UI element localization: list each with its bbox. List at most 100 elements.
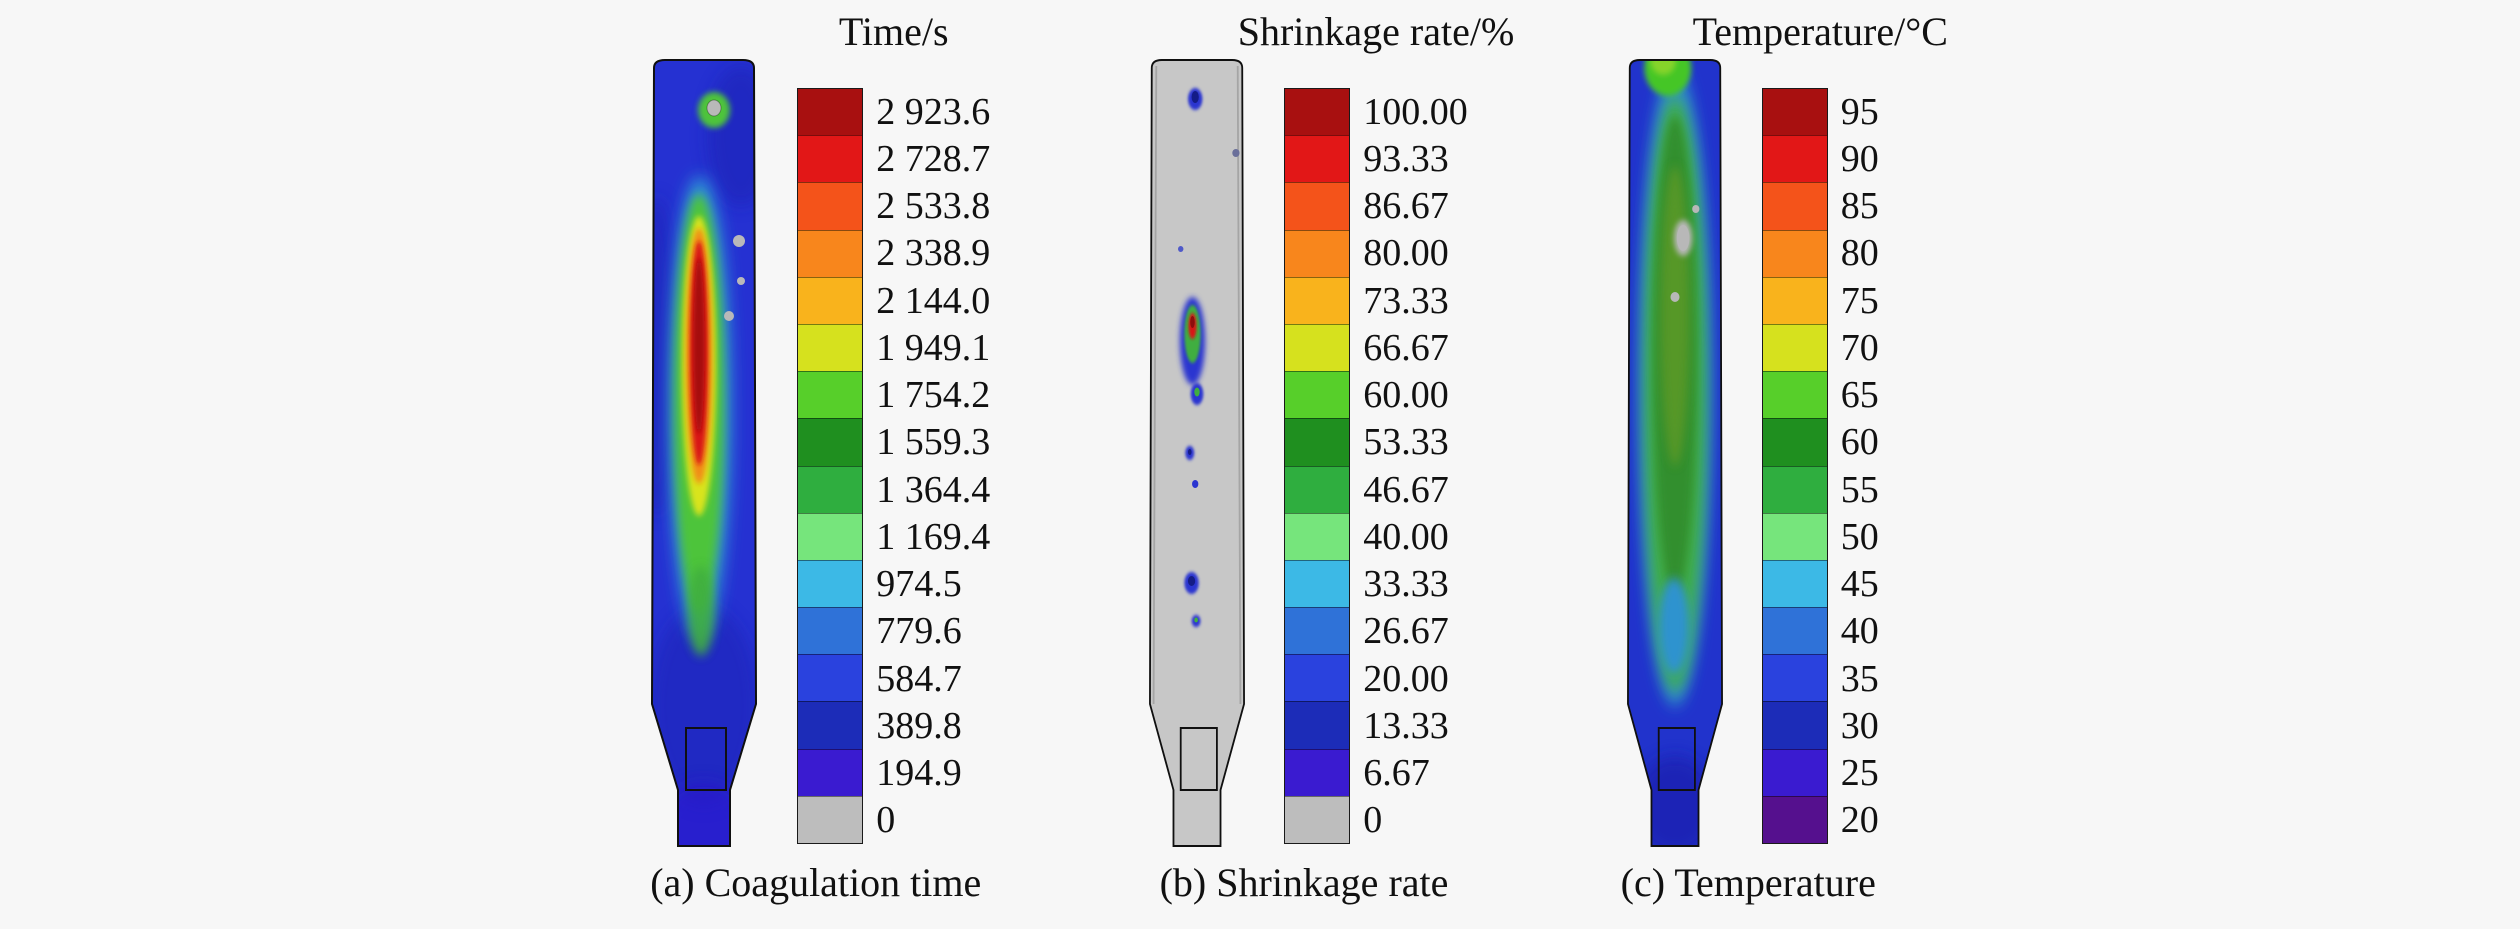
vessel-outline: [1626, 59, 1723, 847]
colorbar-segment: [1762, 748, 1827, 796]
coagulation-contour-field: [652, 60, 757, 846]
colorbar-block-coagulation-time: Time/s 2 923.6 2 728.7 2 533.8 2 338.9 2 144…: [797, 6, 990, 844]
vessel-outline: [651, 59, 758, 847]
colorbar-tick-label: 46.67: [1363, 468, 1449, 511]
colorbar-tick-label: 53.33: [1363, 421, 1449, 464]
inner-wall-lines: [1152, 65, 1242, 705]
colorbar-ticks-temperature: 95 90 85 80 75 70 65 60 55 50 45 40 35 30 25 20: [1841, 88, 1879, 844]
colorbar-tick-label: 60.00: [1363, 374, 1449, 417]
shrinkage-contour-field: [1150, 60, 1245, 846]
contour-plot-temperature: [1626, 59, 1723, 847]
colorbar-tick-label: 13.33: [1363, 704, 1449, 747]
colorbar-tick-label: 33.33: [1363, 563, 1449, 606]
vessel-bottom-notch: [685, 727, 728, 791]
colorbar-tick-label: 100.00: [1363, 90, 1468, 133]
colorbar-segment: [798, 748, 863, 796]
panel-main-coagulation-time: Time/s 2 923.6 2 728.7 2 533.8 2 338.9 2 144…: [641, 6, 990, 849]
colorbar-tick-label: 2 144.0: [876, 279, 991, 322]
colorbar-segment: [1285, 229, 1350, 277]
colorbar-segment: [798, 182, 863, 230]
colorbar-ticks-shrinkage-rate: 100.00 93.33 86.67 80.00 73.33 66.67 60.00 53.3…: [1363, 88, 1468, 844]
colorbar-segment: [1762, 135, 1827, 183]
colorbar-segment: [1762, 418, 1827, 466]
colorbar-segment: [1285, 795, 1350, 843]
colorbar-tick-label: 86.67: [1363, 185, 1449, 228]
colorbar-segment: [1762, 701, 1827, 749]
colorbar-segment: [1762, 512, 1827, 560]
colorbar-tick-label: 95: [1840, 90, 1879, 133]
contour-plot-shrinkage-rate: [1149, 59, 1246, 847]
vessel-outline: [1149, 59, 1246, 847]
panel-caption-coagulation-time: (a) Coagulation time: [650, 860, 982, 905]
colorbar-tick-label: 1 169.4: [876, 515, 991, 558]
colorbar-row: 2 923.6 2 728.7 2 533.8 2 338.9 2 144.0 1 949…: [797, 88, 990, 844]
colorbar-segment: [1762, 559, 1827, 608]
colorbar-block-temperature: Temperature/°C 95 90 85 80 75 70 65 60 55 50 45 40 3…: [1693, 6, 1948, 844]
colorbar-tick-label: 93.33: [1363, 137, 1449, 180]
vessel-bottom-notch: [1657, 727, 1696, 791]
colorbar-segment: [798, 701, 863, 749]
colorbar-segment: [1285, 512, 1350, 560]
colorbar-tick-label: 1 754.2: [876, 374, 991, 417]
colorbar-segment: [1285, 465, 1350, 513]
colorbar-segment: [798, 465, 863, 513]
colorbar-tick-label: 194.9: [876, 752, 962, 795]
colorbar-segment: [1762, 89, 1827, 136]
colorbar-segment: [1285, 748, 1350, 796]
colorbar-tick-label: 50: [1840, 515, 1879, 558]
panel-shrinkage-rate: Shrinkage rate/% 100.00 93.33 86.67 80.00 73…: [1140, 6, 1514, 907]
colorbar-segment: [1762, 465, 1827, 513]
colorbar-segment: [798, 135, 863, 183]
colorbar-coagulation-time: [797, 88, 864, 844]
panel-caption-shrinkage-rate: (b) Shrinkage rate: [1159, 860, 1449, 905]
colorbar-tick-label: 6.67: [1363, 752, 1430, 795]
colorbar-title-temperature: Temperature/°C: [1692, 9, 1948, 54]
colorbar-tick-label: 2 533.8: [876, 185, 991, 228]
colorbar-segment: [1285, 371, 1350, 419]
colorbar-tick-label: 40.00: [1363, 515, 1449, 558]
colorbar-tick-label: 80.00: [1363, 232, 1449, 275]
colorbar-segment: [1762, 371, 1827, 419]
colorbar-segment: [798, 795, 863, 843]
colorbar-segment: [1285, 559, 1350, 608]
colorbar-title-shrinkage-rate: Shrinkage rate/%: [1237, 9, 1515, 54]
colorbar-tick-label: 1 559.3: [876, 421, 991, 464]
colorbar-tick-label: 70: [1840, 326, 1879, 369]
colorbar-tick-label: 35: [1840, 657, 1879, 700]
colorbar-segment: [798, 371, 863, 419]
colorbar-tick-label: 80: [1840, 232, 1879, 275]
colorbar-tick-label: 30: [1840, 704, 1879, 747]
colorbar-tick-label: 2 338.9: [876, 232, 991, 275]
colorbar-tick-label: 55: [1840, 468, 1879, 511]
panel-coagulation-time: Time/s 2 923.6 2 728.7 2 533.8 2 338.9 2 144…: [641, 6, 990, 907]
colorbar-shrinkage-rate: [1284, 88, 1351, 844]
colorbar-tick-label: 1 949.1: [876, 326, 991, 369]
colorbar-tick-label: 45: [1840, 563, 1879, 606]
colorbar-segment: [1285, 654, 1350, 702]
colorbar-temperature: [1761, 88, 1828, 844]
colorbar-segment: [1285, 701, 1350, 749]
colorbar-segment: [798, 418, 863, 466]
colorbar-tick-label: 85: [1840, 185, 1879, 228]
colorbar-segment: [798, 607, 863, 655]
panel-main-shrinkage-rate: Shrinkage rate/% 100.00 93.33 86.67 80.00 73…: [1140, 6, 1514, 849]
colorbar-segment: [1762, 654, 1827, 702]
colorbar-segment: [1762, 795, 1827, 843]
colorbar-tick-label: 90: [1840, 137, 1879, 180]
colorbar-tick-label: 2 923.6: [876, 90, 991, 133]
colorbar-ticks-coagulation-time: 2 923.6 2 728.7 2 533.8 2 338.9 2 144.0 1 949…: [876, 88, 990, 844]
colorbar-tick-label: 0: [1363, 799, 1383, 842]
colorbar-segment: [1762, 276, 1827, 324]
temperature-contour-field: [1627, 60, 1722, 846]
contour-plot-coagulation-time: [651, 59, 758, 847]
colorbar-tick-label: 60: [1840, 421, 1879, 464]
colorbar-segment: [1285, 182, 1350, 230]
colorbar-segment: [798, 323, 863, 372]
colorbar-segment: [798, 654, 863, 702]
colorbar-tick-label: 66.67: [1363, 326, 1449, 369]
colorbar-tick-label: 20: [1840, 799, 1879, 842]
colorbar-tick-label: 20.00: [1363, 657, 1449, 700]
colorbar-segment: [798, 229, 863, 277]
contour-figure: Time/s 2 923.6 2 728.7 2 533.8 2 338.9 2 144…: [641, 6, 1948, 907]
colorbar-segment: [1762, 323, 1827, 372]
